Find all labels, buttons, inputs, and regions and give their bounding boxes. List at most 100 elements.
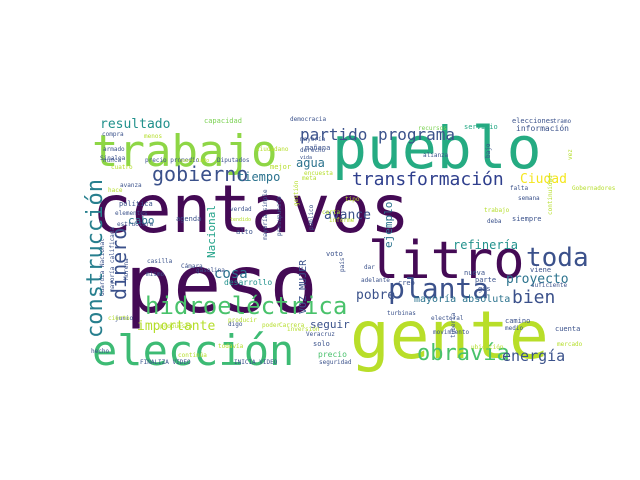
cloud-word: viene: [530, 266, 551, 274]
cloud-word: nueva: [464, 269, 485, 277]
cloud-word: elecciones: [512, 117, 554, 125]
cloud-word: bajo: [485, 143, 492, 158]
cloud-word: semana: [518, 195, 540, 202]
cloud-word: menos: [144, 133, 162, 140]
cloud-word: ciudadano: [256, 146, 289, 153]
cloud-word: hidroeléctrica: [145, 292, 347, 320]
cloud-word: litro: [368, 231, 525, 291]
cloud-word: FINALIZA VIDEO: [140, 359, 191, 366]
cloud-word: armado: [103, 146, 125, 153]
cloud-word: Nacional: [205, 205, 218, 258]
cloud-word: avanza: [120, 182, 142, 189]
cloud-word: todavía: [218, 343, 244, 350]
cloud-word: gestión: [293, 180, 300, 206]
cloud-word: derecho: [300, 147, 326, 154]
cloud-word: dinero: [107, 228, 131, 300]
cloud-word: mañana: [305, 144, 330, 152]
cloud-word: Cámara: [181, 263, 203, 270]
cloud-word: creo: [398, 279, 415, 287]
cloud-word: tubería: [450, 312, 457, 338]
cloud-word: Veracruz: [306, 331, 335, 338]
cloud-word: mercado: [557, 341, 583, 348]
cloud-word: compra: [102, 131, 124, 138]
cloud-word: ejemplo: [382, 202, 395, 248]
cloud-word: ubicación: [471, 344, 504, 351]
cloud-word: gobierno: [152, 162, 248, 186]
cloud-word: centavos: [92, 171, 410, 248]
cloud-word: precio promedio: [145, 157, 200, 164]
cloud-word: Sinaloa: [100, 155, 126, 162]
cloud-word: deba: [487, 218, 502, 225]
cloud-word: Ciudad: [520, 172, 567, 187]
cloud-word: gas: [478, 285, 491, 293]
cloud-word: seguir: [310, 318, 350, 331]
cloud-word: agua: [296, 156, 325, 170]
cloud-word: junio: [115, 315, 133, 322]
cloud-word: mismo: [146, 271, 164, 278]
cloud-word: continuidad: [547, 175, 554, 215]
cloud-word: informe: [329, 217, 355, 224]
cloud-word: importante: [137, 319, 215, 334]
cloud-word: transformación: [352, 169, 504, 190]
cloud-word: Morena: [123, 258, 130, 280]
cloud-word: INICIA VIDEO: [234, 359, 278, 366]
cloud-word: electoral: [431, 315, 464, 322]
cloud-word: falta: [510, 185, 528, 192]
cloud-word: gasolina: [196, 267, 225, 274]
cloud-word: carta: [322, 209, 340, 216]
cloud-word: verdad: [230, 206, 252, 213]
cloud-word: cosa: [214, 266, 248, 282]
cloud-word: Carrera: [279, 322, 305, 329]
cloud-word: casilla: [147, 258, 173, 265]
cloud-word: mayoría absoluta: [414, 293, 510, 305]
cloud-word: cuenta: [555, 325, 580, 333]
cloud-word: energía: [502, 347, 565, 365]
cloud-word: estructura: [117, 221, 154, 228]
cloud-word: inversión: [287, 326, 320, 333]
cloud-word: hecho: [91, 348, 109, 355]
cloud-word: construcción: [83, 179, 108, 338]
cloud-word: tipo: [345, 196, 360, 203]
cloud-word: mayoría: [300, 136, 326, 143]
cloud-word: información: [516, 123, 569, 133]
cloud-word: producir: [228, 317, 257, 324]
cloud-word: cabo: [128, 214, 155, 227]
cloud-word: tiempo: [237, 170, 280, 184]
cloud-word: país: [339, 257, 346, 272]
cloud-word: continúa: [178, 352, 207, 359]
cloud-word: mejor: [270, 163, 291, 171]
cloud-word: peso: [125, 238, 318, 331]
cloud-word: siempre: [512, 215, 542, 223]
cloud-word: VOZ MUJER: [298, 259, 309, 314]
cloud-word: Gobernadores: [572, 185, 616, 192]
cloud-word: mayoría simple: [262, 189, 269, 240]
cloud-word: gente: [350, 297, 549, 374]
cloud-word: mayoría calificada: [109, 227, 116, 292]
cloud-word: precio: [318, 350, 347, 359]
cloud-word: planta: [388, 272, 489, 305]
cloud-word: público: [308, 204, 315, 230]
cloud-word: pobre: [356, 288, 395, 303]
cloud-word: hace: [108, 187, 123, 194]
cloud-word: voto: [326, 250, 343, 258]
cloud-word: proyecto: [506, 272, 569, 287]
cloud-word: dar: [364, 264, 375, 271]
cloud-word: alto: [236, 228, 253, 236]
cloud-word: avance: [324, 208, 371, 223]
cloud-word: medio: [505, 325, 523, 332]
cloud-word: presupuesto: [276, 196, 283, 236]
cloud-word: propuesta: [160, 323, 193, 330]
cloud-word: democracia: [290, 116, 327, 123]
cloud-word: elección: [92, 326, 294, 375]
cloud-word: recursos: [418, 125, 447, 132]
cloud-word: parte: [475, 276, 496, 284]
cloud-word: partido: [300, 125, 367, 144]
cloud-word: bien: [512, 287, 555, 308]
cloud-word: programa: [378, 125, 455, 144]
cloud-word: suficiente: [531, 282, 568, 289]
cloud-word: nuevo lado: [179, 158, 209, 164]
cloud-word: agenda: [176, 215, 201, 223]
cloud-word: tendido: [230, 217, 251, 223]
